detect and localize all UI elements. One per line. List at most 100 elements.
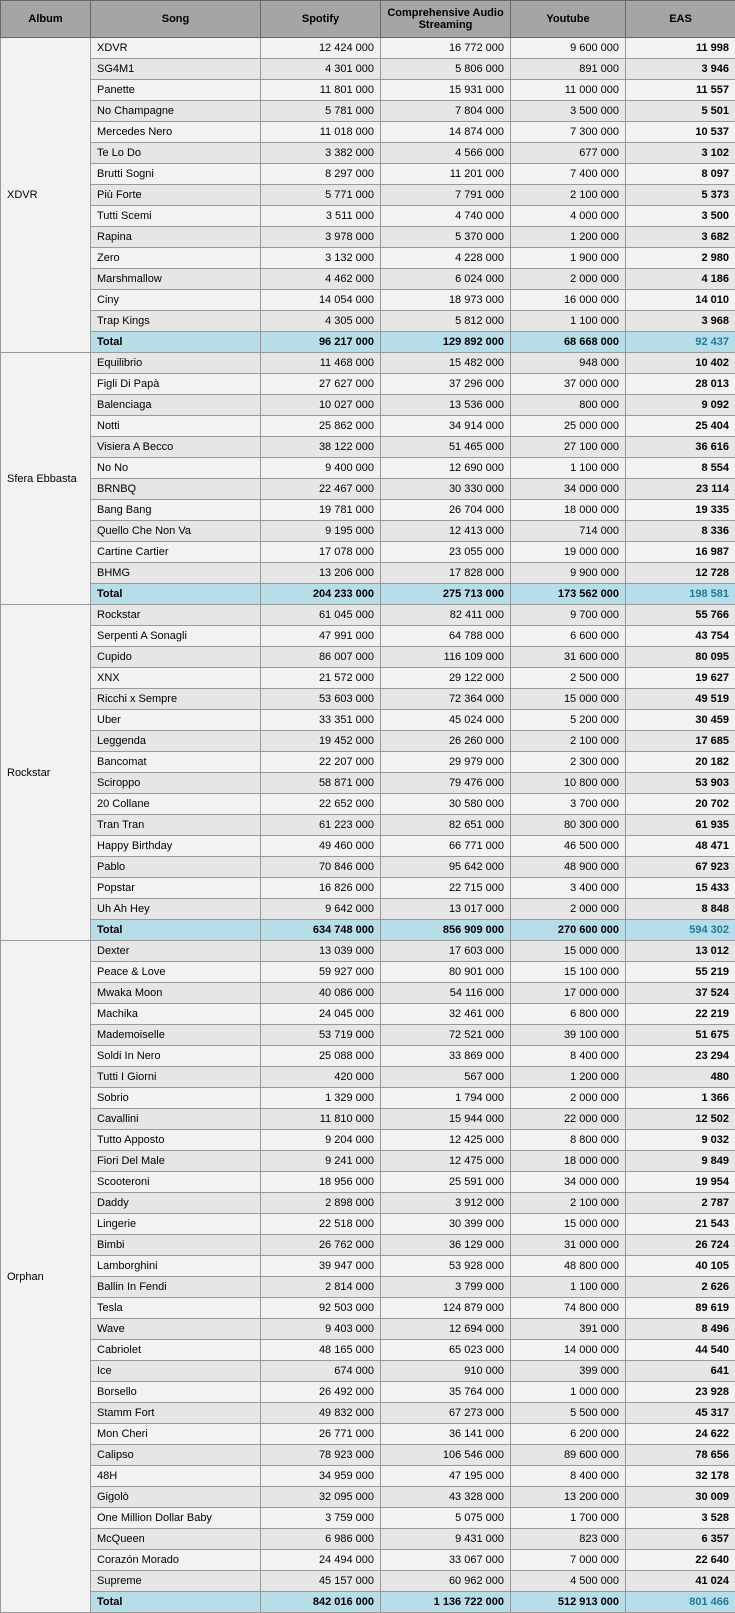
table-row: Uber33 351 00045 024 0005 200 00030 459 [1, 710, 735, 731]
table-row: 20 Collane22 652 00030 580 0003 700 0002… [1, 794, 735, 815]
streaming-table: Album Song Spotify Comprehensive Audio S… [0, 0, 735, 1613]
eas-value: 19 954 [626, 1172, 735, 1193]
eas-value: 14 010 [626, 290, 735, 311]
spotify-value: 674 000 [261, 1361, 381, 1382]
total-label: Total [91, 332, 261, 353]
album-name: Sfera Ebbasta [1, 353, 91, 605]
table-row: Machika24 045 00032 461 0006 800 00022 2… [1, 1004, 735, 1025]
song-name: Bimbi [91, 1235, 261, 1256]
total-spotify: 96 217 000 [261, 332, 381, 353]
table-row: McQueen6 986 0009 431 000823 0006 357 [1, 1529, 735, 1550]
cas-value: 45 024 000 [381, 710, 511, 731]
table-row: Mwaka Moon40 086 00054 116 00017 000 000… [1, 983, 735, 1004]
eas-value: 53 903 [626, 773, 735, 794]
table-row: 48H34 959 00047 195 0008 400 00032 178 [1, 1466, 735, 1487]
cas-value: 4 566 000 [381, 143, 511, 164]
table-row: Tutti I Giorni420 000567 0001 200 000480 [1, 1067, 735, 1088]
eas-value: 8 336 [626, 521, 735, 542]
col-spotify: Spotify [261, 1, 381, 38]
eas-value: 3 682 [626, 227, 735, 248]
youtube-value: 3 400 000 [511, 878, 626, 899]
total-row: Total96 217 000129 892 00068 668 00092 4… [1, 332, 735, 353]
cas-value: 5 075 000 [381, 1508, 511, 1529]
youtube-value: 1 200 000 [511, 1067, 626, 1088]
song-name: Machika [91, 1004, 261, 1025]
cas-value: 3 912 000 [381, 1193, 511, 1214]
youtube-value: 15 000 000 [511, 689, 626, 710]
youtube-value: 8 800 000 [511, 1130, 626, 1151]
cas-value: 54 116 000 [381, 983, 511, 1004]
song-name: XDVR [91, 38, 261, 59]
cas-value: 36 129 000 [381, 1235, 511, 1256]
spotify-value: 22 207 000 [261, 752, 381, 773]
spotify-value: 26 492 000 [261, 1382, 381, 1403]
eas-value: 10 402 [626, 353, 735, 374]
song-name: BHMG [91, 563, 261, 584]
cas-value: 53 928 000 [381, 1256, 511, 1277]
cas-value: 16 772 000 [381, 38, 511, 59]
youtube-value: 6 600 000 [511, 626, 626, 647]
total-label: Total [91, 1592, 261, 1613]
cas-value: 5 812 000 [381, 311, 511, 332]
eas-value: 641 [626, 1361, 735, 1382]
eas-value: 89 619 [626, 1298, 735, 1319]
youtube-value: 2 000 000 [511, 1088, 626, 1109]
table-row: Sfera EbbastaEquilibrio11 468 00015 482 … [1, 353, 735, 374]
table-row: Bang Bang19 781 00026 704 00018 000 0001… [1, 500, 735, 521]
table-row: Lamborghini39 947 00053 928 00048 800 00… [1, 1256, 735, 1277]
table-row: Pablo70 846 00095 642 00048 900 00067 92… [1, 857, 735, 878]
table-row: Mon Cheri26 771 00036 141 0006 200 00024… [1, 1424, 735, 1445]
spotify-value: 61 223 000 [261, 815, 381, 836]
song-name: Brutti Sogni [91, 164, 261, 185]
eas-value: 40 105 [626, 1256, 735, 1277]
song-name: Borsello [91, 1382, 261, 1403]
cas-value: 12 425 000 [381, 1130, 511, 1151]
song-name: Mademoiselle [91, 1025, 261, 1046]
total-label: Total [91, 920, 261, 941]
song-name: Visiera A Becco [91, 437, 261, 458]
eas-value: 23 928 [626, 1382, 735, 1403]
eas-value: 67 923 [626, 857, 735, 878]
song-name: Rockstar [91, 605, 261, 626]
table-row: Serpenti A Sonagli47 991 00064 788 0006 … [1, 626, 735, 647]
youtube-value: 27 100 000 [511, 437, 626, 458]
spotify-value: 58 871 000 [261, 773, 381, 794]
spotify-value: 19 452 000 [261, 731, 381, 752]
spotify-value: 33 351 000 [261, 710, 381, 731]
cas-value: 72 364 000 [381, 689, 511, 710]
youtube-value: 714 000 [511, 521, 626, 542]
spotify-value: 86 007 000 [261, 647, 381, 668]
spotify-value: 22 518 000 [261, 1214, 381, 1235]
youtube-value: 15 100 000 [511, 962, 626, 983]
table-row: Tran Tran61 223 00082 651 00080 300 0006… [1, 815, 735, 836]
cas-value: 124 879 000 [381, 1298, 511, 1319]
song-name: Figli Di Papà [91, 374, 261, 395]
song-name: Ciny [91, 290, 261, 311]
table-row: Mercedes Nero11 018 00014 874 0007 300 0… [1, 122, 735, 143]
song-name: Pablo [91, 857, 261, 878]
table-body: XDVRXDVR12 424 00016 772 0009 600 00011 … [1, 38, 735, 1613]
total-eas: 92 437 [626, 332, 735, 353]
cas-value: 35 764 000 [381, 1382, 511, 1403]
spotify-value: 2 898 000 [261, 1193, 381, 1214]
cas-value: 116 109 000 [381, 647, 511, 668]
youtube-value: 3 500 000 [511, 101, 626, 122]
song-name: 20 Collane [91, 794, 261, 815]
eas-value: 1 366 [626, 1088, 735, 1109]
spotify-value: 59 927 000 [261, 962, 381, 983]
table-row: Stamm Fort49 832 00067 273 0005 500 0004… [1, 1403, 735, 1424]
table-row: OrphanDexter13 039 00017 603 00015 000 0… [1, 941, 735, 962]
youtube-value: 1 100 000 [511, 458, 626, 479]
eas-value: 12 502 [626, 1109, 735, 1130]
song-name: Dexter [91, 941, 261, 962]
total-row: Total634 748 000856 909 000270 600 00059… [1, 920, 735, 941]
table-row: Wave9 403 00012 694 000391 0008 496 [1, 1319, 735, 1340]
eas-value: 44 540 [626, 1340, 735, 1361]
spotify-value: 27 627 000 [261, 374, 381, 395]
table-row: Notti25 862 00034 914 00025 000 00025 40… [1, 416, 735, 437]
table-row: Popstar16 826 00022 715 0003 400 00015 4… [1, 878, 735, 899]
table-row: BHMG13 206 00017 828 0009 900 00012 728 [1, 563, 735, 584]
total-row: Total204 233 000275 713 000173 562 00019… [1, 584, 735, 605]
eas-value: 55 219 [626, 962, 735, 983]
table-row: Sciroppo58 871 00079 476 00010 800 00053… [1, 773, 735, 794]
